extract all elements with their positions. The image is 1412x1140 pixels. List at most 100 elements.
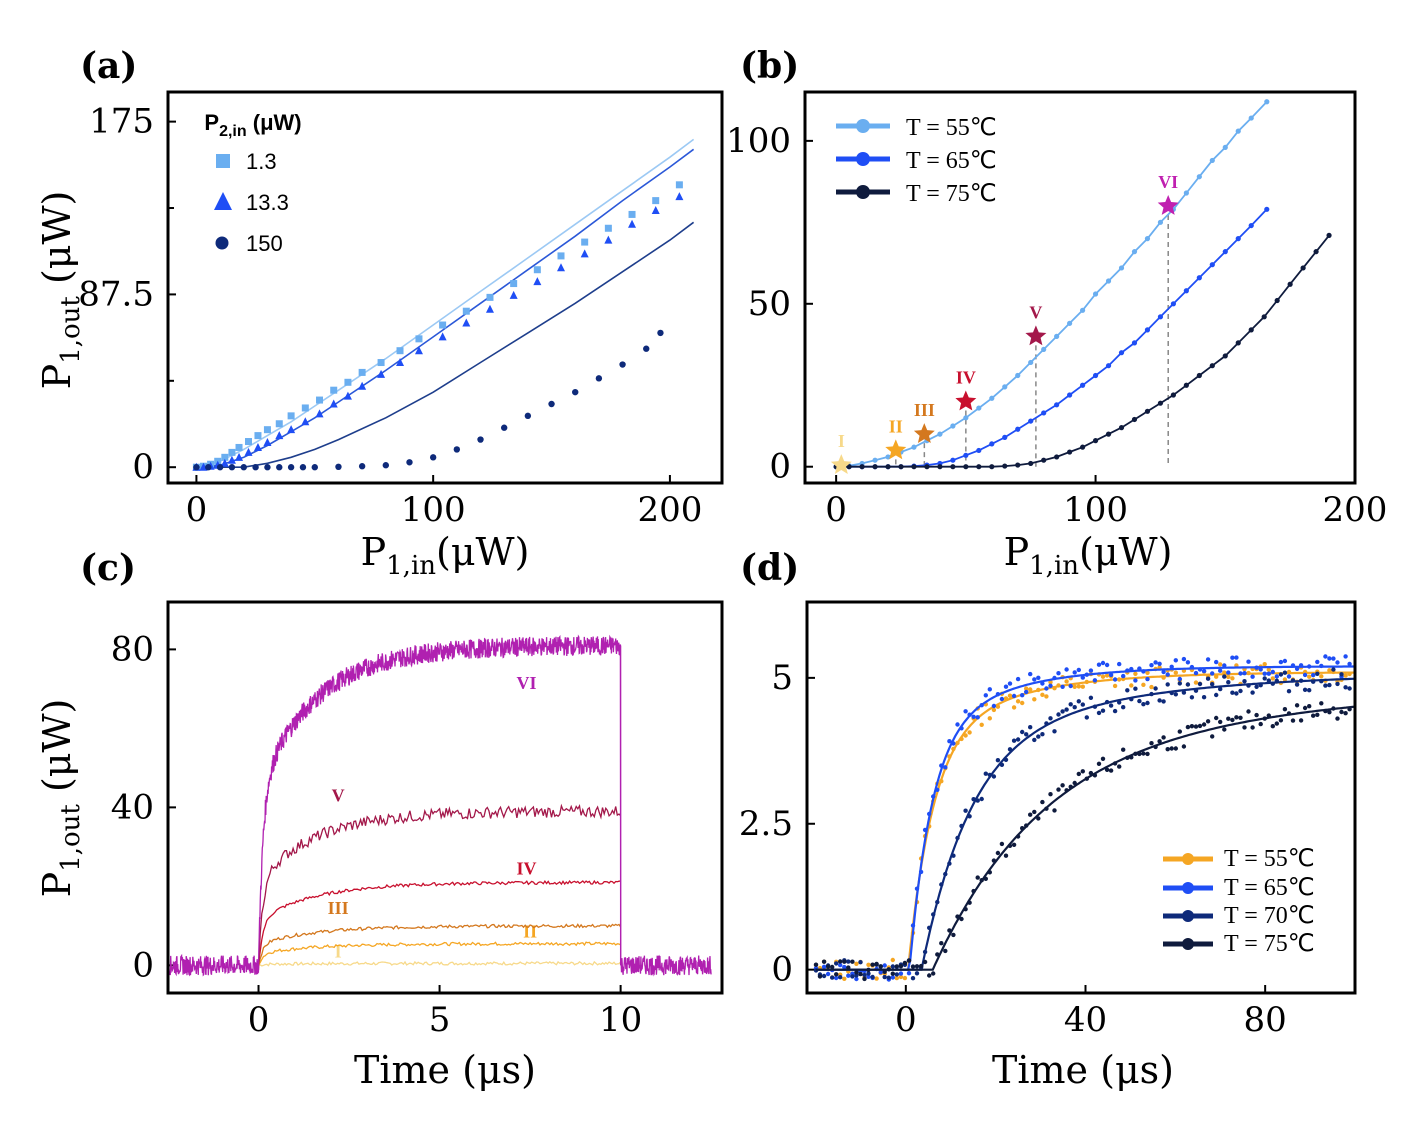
d-data-point <box>1072 684 1077 689</box>
d-legend-marker-icon <box>1182 853 1194 865</box>
b-series-point <box>1028 359 1034 366</box>
d-data-point <box>1100 660 1106 666</box>
d-data-point <box>890 975 895 980</box>
b-series-point <box>1209 262 1215 268</box>
d-data-point <box>1173 670 1179 675</box>
b-series-point <box>1015 462 1021 468</box>
d-data-point <box>1315 659 1320 665</box>
b-xtick-label: 100 <box>1063 490 1128 530</box>
b-series-point <box>1067 320 1073 326</box>
b-series-point <box>1054 402 1060 408</box>
a-point-square <box>235 443 243 451</box>
d-data-point <box>1181 744 1187 749</box>
b-series-point <box>1092 291 1099 297</box>
d-data-point <box>914 964 920 969</box>
d-data-point <box>1028 812 1033 817</box>
b-series-point <box>989 395 995 401</box>
d-data-point <box>1149 663 1154 668</box>
d-data-point <box>854 970 859 975</box>
b-ytick-label: 100 <box>726 121 791 161</box>
a-point-circle <box>252 464 259 471</box>
d-data-point <box>1189 724 1195 729</box>
d-data-point <box>1032 677 1037 682</box>
a-point-square <box>358 368 366 376</box>
d-data-point <box>894 964 899 969</box>
a-point-triangle <box>604 235 613 244</box>
b-series-point <box>1002 434 1008 440</box>
d-data-point <box>878 964 883 969</box>
b-series-point <box>1183 190 1189 196</box>
a-point-square <box>510 280 518 288</box>
d-data-point <box>894 975 899 981</box>
d-data-point <box>906 958 912 963</box>
b-ytick-label: 50 <box>748 284 791 324</box>
b-series-point <box>1028 460 1034 467</box>
d-data-point <box>1169 664 1174 669</box>
d-data-point <box>1048 716 1053 721</box>
d-data-point <box>825 964 831 969</box>
a-point-square <box>557 252 565 260</box>
a-point-circle <box>643 345 650 352</box>
d-data-point <box>983 693 988 698</box>
a-point-square <box>344 378 352 386</box>
d-data-point <box>1080 675 1086 680</box>
a-point-square <box>221 453 229 461</box>
d-data-point <box>1104 767 1110 772</box>
d-data-point <box>1315 671 1320 676</box>
d-data-point <box>1060 684 1065 689</box>
c-xtick-label: 5 <box>429 1000 451 1040</box>
d-data-point <box>995 850 1001 856</box>
d-data-point <box>1052 808 1057 813</box>
b-series-point <box>1183 288 1189 294</box>
d-data-point <box>963 808 968 813</box>
b-series-point <box>1131 340 1138 346</box>
d-data-point <box>1040 692 1045 697</box>
a-fit-line-1 <box>196 138 695 468</box>
d-data-point <box>1173 746 1179 751</box>
a-point-circle <box>500 424 508 431</box>
d-data-point <box>1145 700 1150 706</box>
d-data-point <box>1169 746 1174 751</box>
a-legend-circle-icon <box>215 236 229 250</box>
d-data-point <box>882 963 887 968</box>
b-series-point <box>1183 382 1189 388</box>
d-data-point <box>1193 680 1199 685</box>
b-series-point <box>950 457 956 463</box>
d-data-point <box>1185 660 1191 665</box>
b-series-point <box>1118 265 1125 271</box>
d-data-point <box>1197 681 1203 687</box>
d-data-point <box>1112 683 1118 689</box>
d-data-point <box>850 974 855 979</box>
panel-d-label: (d) <box>740 547 799 589</box>
d-ytick-label: 5 <box>771 658 793 698</box>
d-data-point <box>1262 662 1267 667</box>
b-series-point <box>963 464 969 470</box>
d-data-point <box>1003 684 1009 689</box>
d-data-point <box>1205 657 1211 662</box>
d-data-point <box>1189 695 1195 700</box>
d-data-point <box>1007 693 1013 698</box>
b-legend-entry: T = 75℃ <box>906 181 997 207</box>
d-data-point <box>1311 713 1316 718</box>
c-trace-label: IV <box>516 859 536 879</box>
d-data-point <box>1072 705 1077 710</box>
d-data-point <box>1181 656 1187 662</box>
d-ytick-label: 0 <box>771 950 793 990</box>
panel-a-frame <box>166 90 724 485</box>
b-legend-entry: T = 65℃ <box>906 148 997 174</box>
d-data-point <box>1201 695 1207 700</box>
d-data-point <box>1230 655 1235 660</box>
d-data-point <box>1133 686 1138 691</box>
a-point-circle <box>619 361 626 368</box>
d-data-point <box>1282 707 1288 712</box>
panel-d-plot-area: 0 40 80 0 2.5 5 T = 55℃ T = 65℃T = 70℃T = 75℃ Ti… <box>739 654 1356 1092</box>
b-series-point <box>1235 128 1241 134</box>
d-data-point <box>1032 737 1037 743</box>
d-data-point <box>1161 699 1166 704</box>
d-data-point <box>854 973 859 978</box>
b-series-point <box>1079 307 1086 313</box>
b-series-point <box>1196 372 1202 379</box>
d-data-point <box>1056 787 1061 792</box>
b-series-point <box>898 464 904 470</box>
